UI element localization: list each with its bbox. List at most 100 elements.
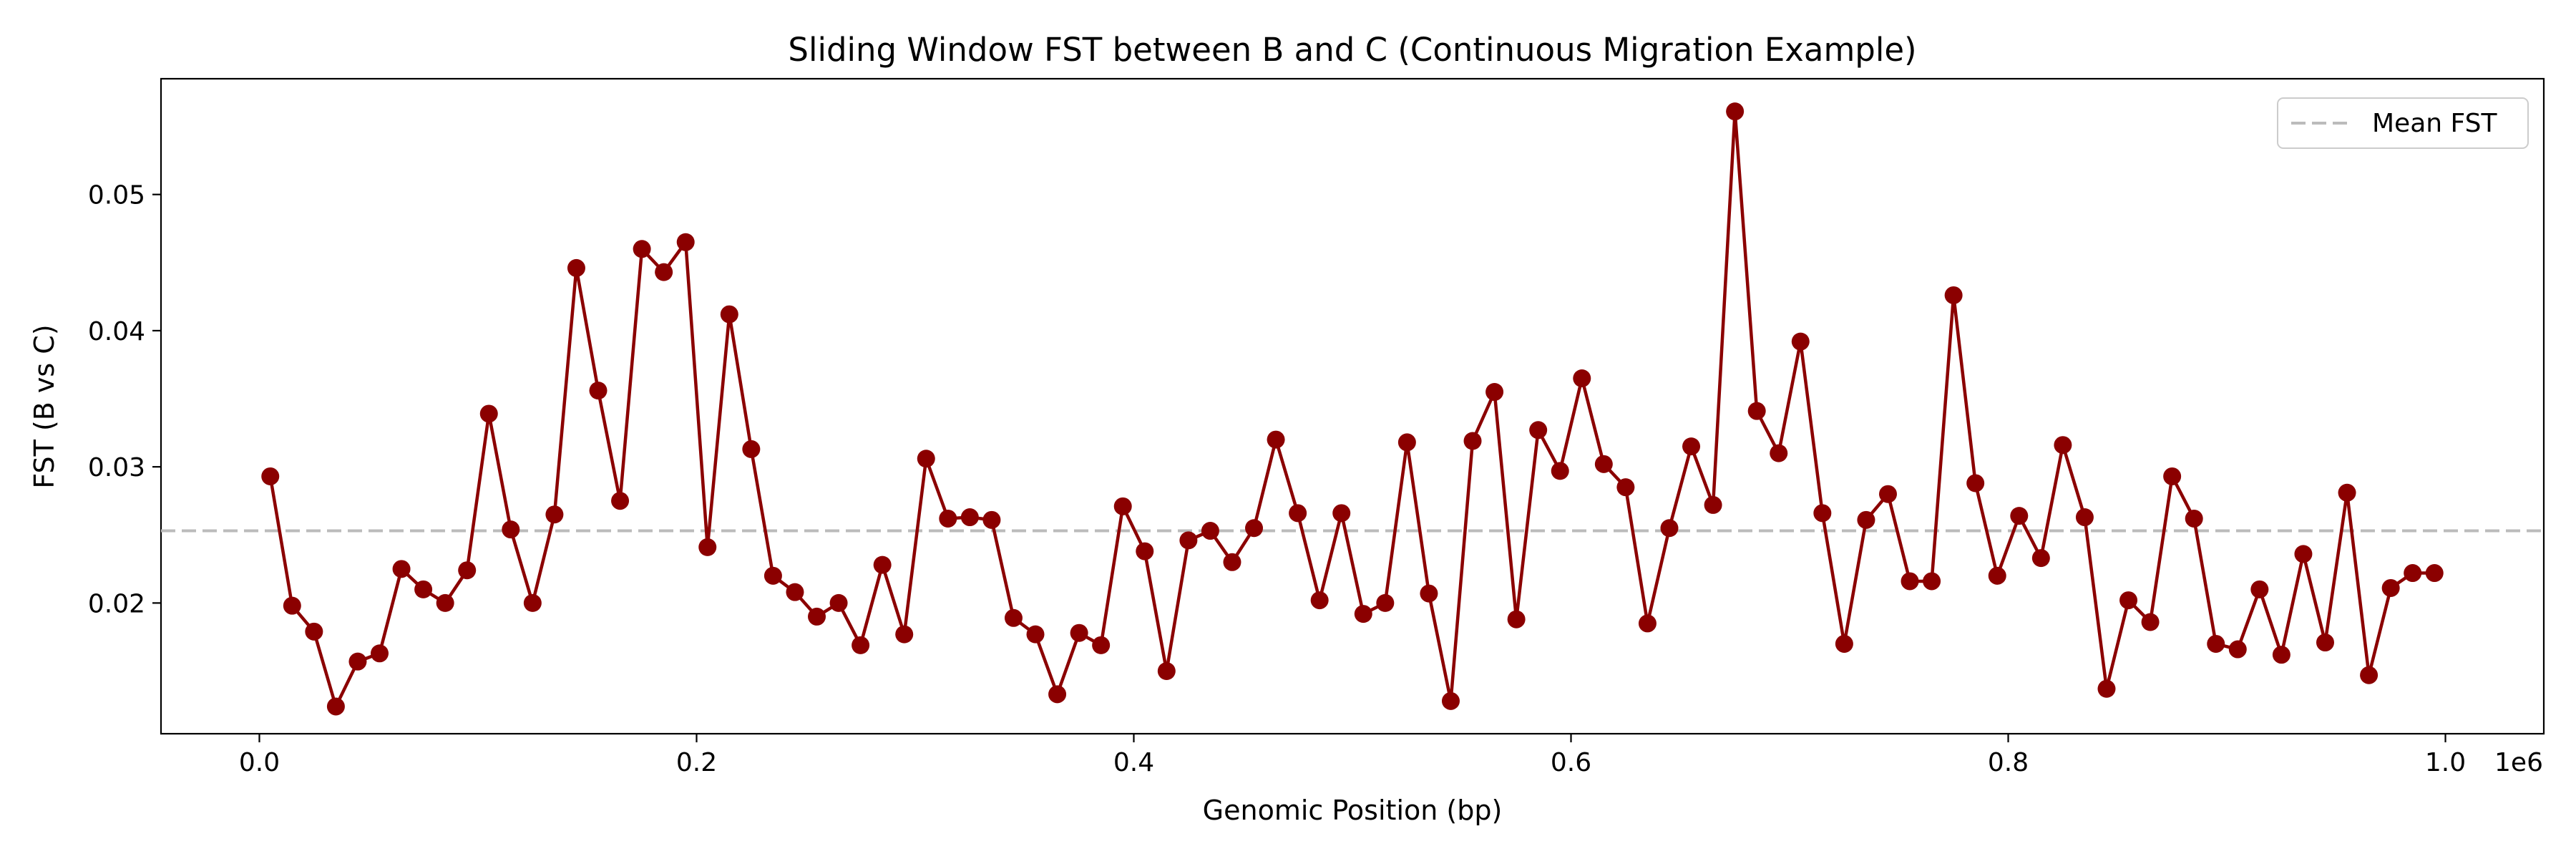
data-point: [1179, 531, 1198, 550]
data-point: [1463, 432, 1482, 450]
y-axis-ticks: 0.02 0.03 0.04 0.05: [88, 181, 161, 618]
data-point: [1485, 383, 1504, 402]
data-point: [1092, 636, 1111, 654]
data-point: [1332, 504, 1351, 523]
legend-box: [2277, 97, 2529, 149]
data-point: [2054, 436, 2072, 455]
data-point: [414, 580, 433, 598]
data-point: [2097, 679, 2116, 698]
data-point: [2360, 666, 2379, 684]
data-point: [1747, 402, 1766, 420]
data-point: [939, 509, 957, 528]
data-point: [502, 520, 520, 539]
data-point: [1594, 455, 1613, 473]
data-point: [348, 652, 367, 671]
data-point: [261, 467, 280, 485]
data-point: [742, 440, 761, 458]
data-point: [1004, 608, 1023, 627]
data-point: [458, 561, 477, 580]
data-point: [1507, 610, 1526, 629]
data-point: [676, 233, 695, 251]
x-tick-label: 0.6: [1551, 748, 1591, 777]
data-point: [2294, 545, 2313, 563]
data-point: [479, 404, 498, 423]
data-point: [1573, 369, 1591, 388]
data-point: [611, 492, 630, 510]
x-tick-label: 0.0: [239, 748, 280, 777]
data-point: [2316, 634, 2334, 652]
data-point: [1157, 661, 1176, 680]
x-axis-label: Genomic Position (bp): [1203, 795, 1503, 826]
data-point: [1354, 605, 1372, 623]
data-point: [567, 258, 585, 277]
data-point: [1770, 444, 1788, 462]
data-point: [1376, 593, 1395, 612]
data-point: [1136, 542, 1154, 560]
data-point: [1551, 462, 1569, 480]
data-point: [698, 538, 717, 556]
data-point: [655, 263, 673, 281]
data-point: [2425, 564, 2444, 583]
data-point: [1966, 474, 1985, 492]
chart-title: Sliding Window FST between B and C (Cont…: [788, 31, 1916, 69]
data-point: [326, 697, 345, 716]
data-point: [1223, 553, 1241, 571]
data-point: [1397, 433, 1416, 452]
x-axis-ticks: 0.0 0.2 0.4 0.6 0.8 1.0: [239, 734, 2466, 777]
data-point: [2338, 483, 2356, 502]
data-point: [2031, 549, 2050, 568]
y-axis-label: FST (B vs C): [29, 324, 60, 488]
data-point: [2404, 564, 2422, 583]
data-point: [1289, 504, 1307, 523]
data-point: [1791, 332, 1810, 351]
data-point: [545, 505, 564, 524]
data-point: [1813, 504, 1832, 523]
data-point: [436, 593, 454, 612]
data-point: [392, 560, 411, 578]
x-tick-label: 0.4: [1113, 748, 1154, 777]
data-point: [371, 644, 389, 663]
data-point: [763, 566, 782, 585]
x-tick-label: 1.0: [2425, 748, 2466, 777]
y-tick-label: 0.04: [88, 317, 145, 346]
data-point: [1878, 485, 1897, 503]
x-tick-label: 0.2: [676, 748, 717, 777]
data-point: [1835, 634, 1853, 653]
data-point: [2075, 508, 2094, 527]
data-point: [960, 508, 979, 527]
x-tick-label: 0.8: [1988, 748, 2029, 777]
data-point: [305, 622, 323, 641]
data-point: [1638, 614, 1657, 633]
plot-area: [160, 77, 2545, 735]
data-point: [1857, 510, 1875, 529]
y-tick-label: 0.03: [88, 453, 145, 482]
data-point: [2228, 640, 2247, 659]
data-point: [1441, 691, 1460, 710]
data-point: [829, 593, 848, 612]
legend-mean-fst-label: Mean FST: [2372, 109, 2497, 138]
data-point: [917, 450, 935, 468]
data-point: [1267, 430, 1285, 449]
data-point: [1726, 102, 1745, 121]
data-point: [852, 636, 870, 654]
data-point: [633, 240, 651, 258]
data-point: [786, 583, 804, 601]
legend: Mean FST: [2277, 97, 2529, 149]
data-point: [1201, 522, 1219, 540]
data-point: [2381, 578, 2400, 597]
data-point: [2207, 634, 2225, 653]
data-point: [2272, 646, 2290, 664]
data-point: [1026, 625, 1045, 644]
y-tick-label: 0.02: [88, 589, 145, 618]
data-point: [1048, 685, 1067, 704]
data-point: [2119, 591, 2138, 610]
data-point: [1113, 497, 1132, 515]
data-point: [2250, 580, 2269, 598]
fst-series-line: [268, 111, 2435, 712]
data-point: [1660, 519, 1679, 538]
data-point: [2185, 509, 2203, 528]
data-point: [873, 555, 892, 574]
data-point: [982, 510, 1001, 529]
data-point: [1310, 591, 1329, 610]
